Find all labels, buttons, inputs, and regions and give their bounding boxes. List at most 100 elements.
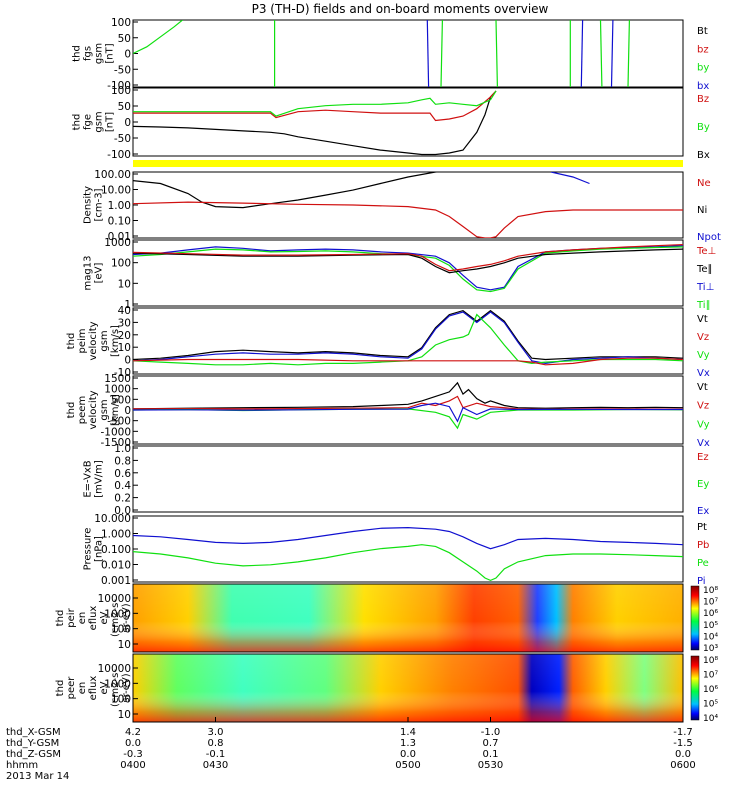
series-line-Vx	[133, 311, 683, 365]
legend-entry: Npot	[697, 232, 721, 243]
y-tick-label: 1.0	[114, 443, 131, 455]
y-tick-label: 10000	[98, 663, 131, 675]
series-line-Vx	[133, 402, 683, 423]
y-axis-label: sr-eV)	[121, 603, 132, 632]
y-axis-label: gsm	[94, 111, 105, 132]
x-tick-label: 3.0	[208, 727, 224, 738]
series-line-Ni	[133, 172, 442, 209]
y-axis-label: fge	[83, 114, 94, 130]
x-tick-label: 0.1	[483, 749, 499, 760]
legend-entry: Vx	[697, 438, 710, 449]
y-tick-label: 1000	[104, 384, 131, 396]
x-tick-label: 0430	[203, 760, 228, 771]
y-axis-label: thd	[66, 333, 77, 350]
series-line-Pi	[133, 526, 683, 550]
series-line-Vy	[133, 313, 683, 366]
y-axis-label: en	[77, 682, 88, 695]
colorbar-label: 10⁵	[703, 621, 718, 631]
y-tick-label: 0.4	[114, 480, 131, 492]
series-line-By	[133, 90, 497, 117]
colorbar-label: 10⁷	[703, 671, 718, 681]
series-line-Bz	[133, 90, 497, 122]
y-tick-label: 1.00	[108, 200, 131, 212]
y-axis-label: [eV]	[94, 263, 105, 284]
y-axis-label: E=-VxB	[83, 460, 94, 497]
y-axis-label: (cm2-s-	[110, 599, 121, 637]
series-line-Ti∥	[133, 246, 683, 293]
series-line-Pe	[133, 544, 683, 582]
colorbar-label: 10⁸	[703, 586, 718, 596]
y-tick-label: 0.2	[114, 493, 131, 505]
y-tick-label: 1000	[104, 237, 131, 249]
colorbar-label: 10⁷	[703, 598, 718, 608]
y-tick-label: 1000	[104, 678, 131, 690]
y-tick-label: 0	[124, 355, 131, 367]
y-tick-label: 100	[111, 85, 131, 97]
colorbar-label: 10⁶	[703, 685, 718, 695]
y-axis-label: eV	[99, 681, 110, 694]
y-tick-label: 0	[124, 117, 131, 129]
panel-density: 100.00 10.00 1.00 0.10 0.01 Density [cm-3] Ne Ni…	[83, 169, 721, 243]
y-axis-label: en	[77, 612, 88, 625]
series-line-Te⊥	[133, 244, 683, 272]
legend-entry: Bx	[697, 150, 710, 161]
series-line-Bx	[133, 90, 497, 156]
legend-entry: Ti⊥	[696, 282, 714, 293]
y-tick-label: 10.000	[94, 513, 131, 525]
y-axis-label: [mV/m]	[94, 460, 105, 498]
x-tick-label: 0530	[478, 760, 503, 771]
x-tick-label: 0400	[120, 760, 145, 771]
legend-entry: Vy	[697, 350, 710, 361]
panel-frame	[132, 171, 684, 239]
panel-fge: 100 50 0 -50 -100 thd fge gsm [nT] Bz By Bx	[72, 85, 710, 161]
legend-entry: by	[697, 63, 709, 74]
y-tick-label: 0.001	[101, 575, 131, 587]
y-tick-label: 100	[111, 17, 131, 29]
y-tick-label: 10.00	[101, 185, 131, 197]
legend-entry: Ni	[697, 205, 707, 216]
x-tick-label: 1.4	[400, 727, 416, 738]
colorbar-label: 10⁶	[703, 609, 718, 619]
y-tick-label: 1.000	[101, 529, 131, 541]
y-tick-label: 0.01	[108, 231, 131, 243]
series-line-Vt	[133, 381, 683, 410]
figure-title: P3 (TH-D) fields and on-board moments ov…	[252, 2, 549, 16]
legend-entry: Vy	[697, 419, 710, 430]
panel-frame	[132, 87, 684, 157]
y-axis-label: eflux	[88, 676, 99, 701]
series-line-Ne	[133, 201, 683, 238]
x-tick-label: -1.0	[481, 727, 501, 738]
legend-entry: Vt	[697, 314, 708, 325]
colorbar-label: 10⁸	[703, 656, 718, 666]
y-tick-label: -1500	[100, 437, 131, 449]
y-tick-label: 1	[124, 299, 131, 311]
colorbar-label: 10³	[703, 644, 718, 654]
y-axis-label: [km/s]	[110, 394, 121, 426]
x-tick-label: 0600	[670, 760, 695, 771]
y-tick-label: 100.00	[94, 169, 131, 181]
y-tick-label: -50	[114, 133, 131, 145]
colorbar	[690, 655, 700, 721]
y-axis-label: fgs	[83, 46, 94, 61]
series-line-by	[599, 20, 603, 87]
panel-frame	[132, 445, 684, 513]
series-group	[133, 244, 683, 293]
legend-entry: Bt	[697, 26, 708, 37]
series-group	[133, 90, 497, 156]
y-tick-label: 50	[118, 33, 131, 45]
y-tick-label: -1000	[100, 426, 131, 438]
y-tick-label: 100	[111, 694, 131, 706]
y-axis-label: [nT]	[105, 112, 116, 132]
legend-entry: bz	[697, 44, 709, 55]
panel-frame	[132, 239, 684, 307]
x-tick-label: 0500	[395, 760, 420, 771]
x-row-label: thd_Y-GSM	[6, 738, 59, 749]
legend-entry: bx	[697, 81, 709, 92]
series-group	[133, 172, 683, 238]
y-tick-label: 0	[124, 49, 131, 61]
panel-fgs: 100 50 0 -50 -100 thd fgs gsm [nT] Bt bz by bx	[72, 17, 710, 92]
